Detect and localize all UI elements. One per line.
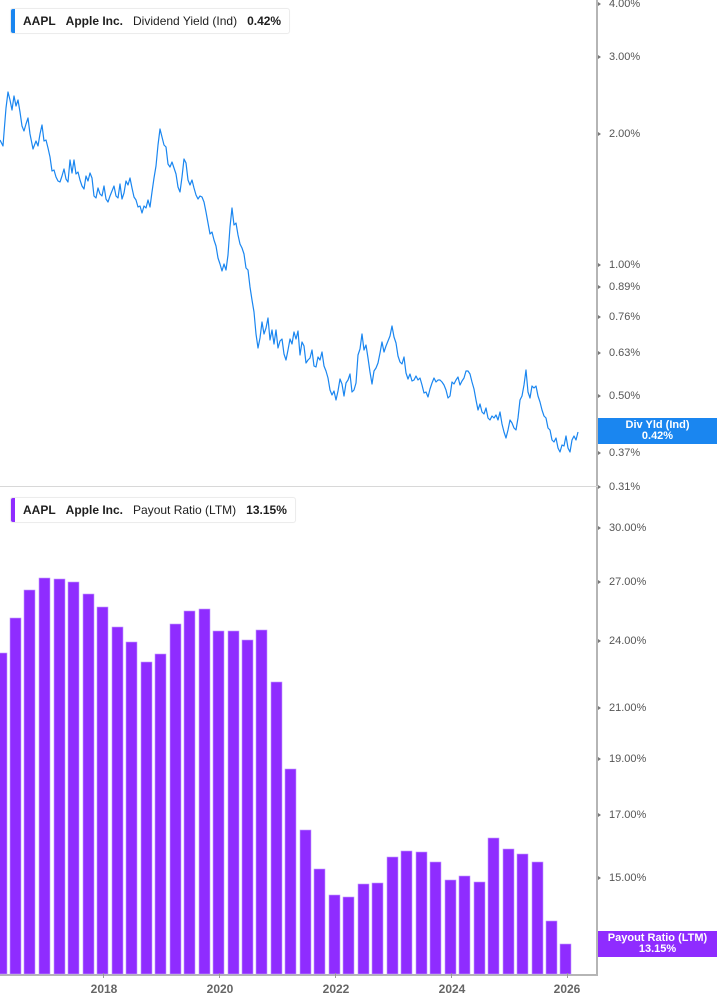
dividend-yield-panel: AAPL Apple Inc. Dividend Yield (Ind) 0.4…	[0, 0, 717, 493]
flag-value: 13.15%	[638, 943, 677, 955]
flag-value: 0.42%	[641, 430, 674, 442]
series-color-swatch	[11, 498, 15, 522]
y-tick: 4.00%	[598, 0, 640, 11]
y-tick: 30.00%	[598, 521, 646, 535]
legend-company-name: Apple Inc.	[65, 14, 124, 28]
x-tick-label: 2018	[90, 982, 118, 996]
y-tick: 0.37%	[598, 446, 640, 460]
current-value-flag: Div Yld (Ind) 0.42%	[598, 418, 717, 444]
payout-ratio-panel	[0, 487, 717, 1005]
y-tick: 3.00%	[598, 50, 640, 64]
legend-metric: Dividend Yield (Ind)	[133, 14, 238, 28]
x-tick-label: 2022	[322, 982, 350, 996]
x-tick-label: 2020	[206, 982, 234, 996]
dividend-yield-line	[0, 91, 579, 453]
flag-label: Payout Ratio (LTM)	[607, 932, 708, 944]
x-tick-label: 2024	[438, 982, 466, 996]
y-axis-line	[596, 487, 598, 975]
x-tick-mark	[567, 973, 568, 978]
y-tick: 27.00%	[598, 575, 646, 589]
y-tick: 17.00%	[598, 808, 646, 822]
y-tick: 0.63%	[598, 346, 640, 360]
legend-ticker: AAPL	[23, 503, 56, 517]
y-tick: 19.00%	[598, 752, 646, 766]
y-tick: 0.50%	[598, 389, 640, 403]
y-tick: 2.00%	[598, 127, 640, 141]
x-tick-mark	[219, 973, 220, 978]
y-axis-line	[596, 0, 598, 487]
series-color-swatch	[11, 9, 15, 33]
y-tick: 0.76%	[598, 310, 640, 324]
x-tick-mark	[103, 973, 104, 978]
y-tick: 0.89%	[598, 280, 640, 294]
y-tick: 1.00%	[598, 258, 640, 272]
legend-value: 13.15%	[246, 503, 287, 517]
dividend-yield-legend[interactable]: AAPL Apple Inc. Dividend Yield (Ind) 0.4…	[10, 8, 291, 34]
legend-company-name: Apple Inc.	[65, 503, 124, 517]
legend-metric: Payout Ratio (LTM)	[133, 503, 237, 517]
payout-ratio-legend[interactable]: AAPL Apple Inc. Payout Ratio (LTM) 13.15…	[10, 497, 296, 523]
legend-value: 0.42%	[247, 14, 282, 28]
x-tick-label: 2026	[553, 982, 581, 996]
y-tick: 24.00%	[598, 634, 646, 648]
x-axis-line	[0, 974, 598, 976]
y-tick: 21.00%	[598, 701, 646, 715]
y-tick: 0.31%	[598, 480, 640, 494]
legend-ticker: AAPL	[23, 14, 56, 28]
x-tick-mark	[335, 973, 336, 978]
payout-ratio-bars	[0, 577, 572, 975]
current-value-flag: Payout Ratio (LTM) 13.15%	[598, 931, 717, 957]
flag-label: Div Yld (Ind)	[625, 419, 690, 431]
y-tick: 15.00%	[598, 871, 646, 885]
panel-divider[interactable]	[0, 486, 598, 487]
x-tick-mark	[451, 973, 452, 978]
